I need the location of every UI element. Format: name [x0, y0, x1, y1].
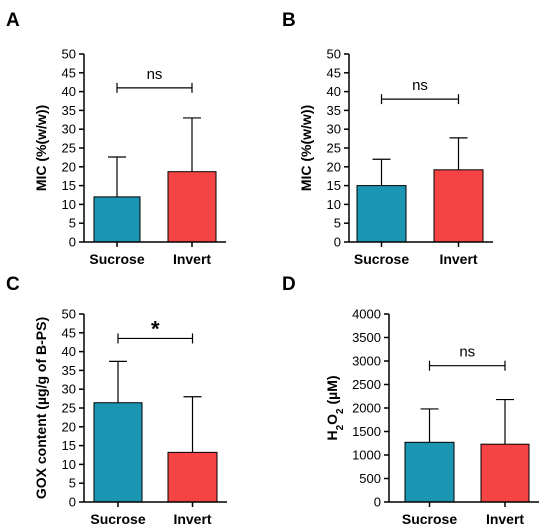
bar-sucrose [356, 185, 407, 243]
x-tick-label: Invert [173, 511, 211, 527]
panel-letter: D [282, 274, 296, 295]
y-tick-label: 3500 [352, 330, 381, 345]
y-tick-label: 25 [62, 141, 76, 156]
y-axis-label: H2O2 (µM) [324, 375, 346, 440]
y-axis-label: GOX content (µg/g of B-PS) [33, 317, 49, 499]
x-tick-label: Invert [439, 251, 477, 267]
y-tick-label: 2000 [352, 401, 381, 416]
y-tick-label: 3000 [352, 354, 381, 369]
y-tick-label: 15 [62, 438, 76, 453]
y-tick-label: 4000 [352, 307, 381, 322]
y-tick-label: 15 [327, 178, 341, 193]
y-tick-label: 45 [327, 65, 341, 80]
y-tick-label: 1500 [352, 424, 381, 439]
panel-letter: C [6, 274, 20, 295]
y-tick-label: 40 [62, 84, 76, 99]
y-tick-label: 10 [62, 457, 76, 472]
y-tick-label: 35 [62, 363, 76, 378]
y-tick-label: 25 [62, 401, 76, 416]
y-tick-label: 5 [69, 476, 76, 491]
panel-letter: A [6, 10, 20, 31]
y-tick-label: 35 [62, 103, 76, 118]
y-tick-label: 2500 [352, 377, 381, 392]
panel-D: D Sucrose Invert 0 500 1000 1500 2000 2500 3000 35… [282, 274, 539, 527]
y-tick-label: 0 [69, 235, 76, 250]
y-axis-label: MIC (%(w/w)) [33, 105, 49, 191]
x-tick-label: Invert [173, 251, 211, 267]
bar-invert [433, 169, 484, 243]
y-tick-label: 40 [327, 84, 341, 99]
bar-sucrose [93, 196, 141, 243]
panel-C: C Sucrose Invert 0 5 10 15 20 25 30 35 40 45 50 GOX co… [6, 274, 227, 527]
significance-label: ns [147, 66, 163, 83]
bar-sucrose [404, 441, 455, 503]
y-tick-label: 0 [374, 495, 381, 510]
y-tick-label: 50 [62, 47, 76, 62]
x-tick-label: Sucrose [90, 511, 145, 527]
y-tick-label: 30 [327, 122, 341, 137]
y-tick-label: 5 [334, 216, 341, 231]
y-tick-label: 25 [327, 141, 341, 156]
bar-sucrose [93, 402, 143, 503]
x-tick-label: Invert [486, 511, 524, 527]
y-tick-label: 10 [62, 197, 76, 212]
bar-invert [480, 443, 530, 503]
y-tick-label: 20 [62, 419, 76, 434]
significance-label: ns [459, 344, 475, 361]
y-tick-label: 1000 [352, 448, 381, 463]
panel-letter: B [282, 10, 296, 31]
x-tick-label: Sucrose [89, 251, 144, 267]
y-tick-label: 30 [62, 382, 76, 397]
y-tick-label: 500 [359, 471, 381, 486]
significance-label: ns [412, 77, 428, 94]
y-tick-label: 20 [327, 159, 341, 174]
y-tick-label: 40 [62, 344, 76, 359]
y-tick-label: 45 [62, 65, 76, 80]
y-tick-label: 0 [334, 235, 341, 250]
y-tick-label: 50 [62, 307, 76, 322]
y-tick-label: 15 [62, 178, 76, 193]
y-tick-label: 45 [62, 325, 76, 340]
panel-B: B Sucrose Invert 0 5 10 15 20 25 30 35 40 45 50 MIC (%… [282, 10, 493, 267]
y-tick-label: 5 [69, 216, 76, 231]
y-axis-label: MIC (%(w/w)) [298, 105, 314, 191]
significance-label: * [151, 316, 160, 341]
y-tick-label: 50 [327, 47, 341, 62]
y-tick-label: 35 [327, 103, 341, 118]
y-tick-label: 0 [69, 495, 76, 510]
y-tick-label: 10 [327, 197, 341, 212]
bar-invert [167, 451, 218, 503]
y-tick-label: 30 [62, 122, 76, 137]
x-tick-label: Sucrose [354, 251, 409, 267]
bar-invert [167, 171, 217, 243]
y-tick-label: 20 [62, 159, 76, 174]
panel-A: A Sucrose Invert 0 5 10 15 20 25 30 35 40 45 50 MIC (%… [6, 10, 226, 267]
x-tick-label: Sucrose [402, 511, 457, 527]
